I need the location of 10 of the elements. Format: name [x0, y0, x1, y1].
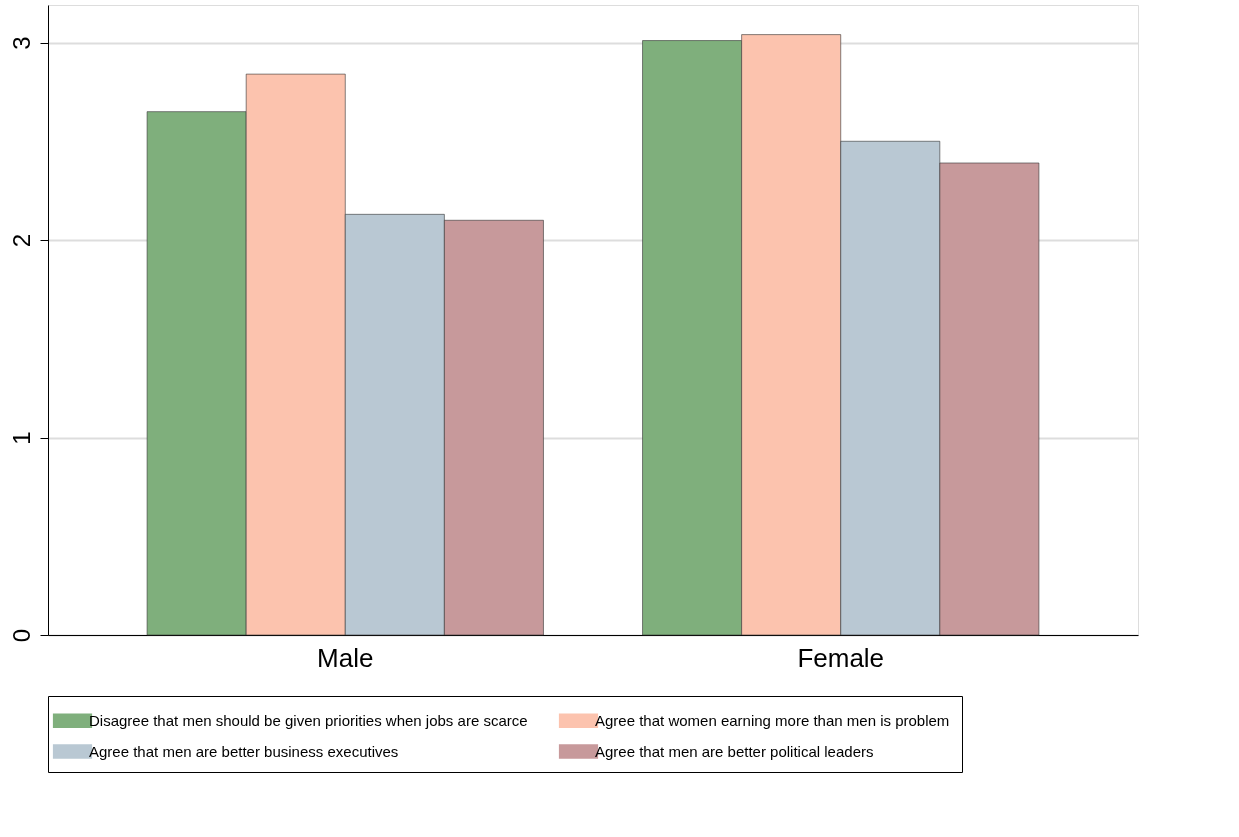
legend-label: Disagree that men should be given priorities when jobs are scarce [89, 711, 528, 729]
legend-label: Agree that men are better business executives [89, 742, 399, 760]
x-tick-label: Male [317, 642, 374, 673]
legend-label: Agree that women earning more than men is problem [595, 711, 950, 729]
y-tick-label: 0 [7, 628, 35, 643]
legend-label: Agree that men are better political leaders [595, 742, 874, 760]
x-tick-label: Female [797, 642, 885, 673]
y-tick-label: 3 [7, 36, 35, 50]
y-tick-label: 2 [7, 233, 35, 248]
y-tick-label: 1 [7, 431, 35, 445]
